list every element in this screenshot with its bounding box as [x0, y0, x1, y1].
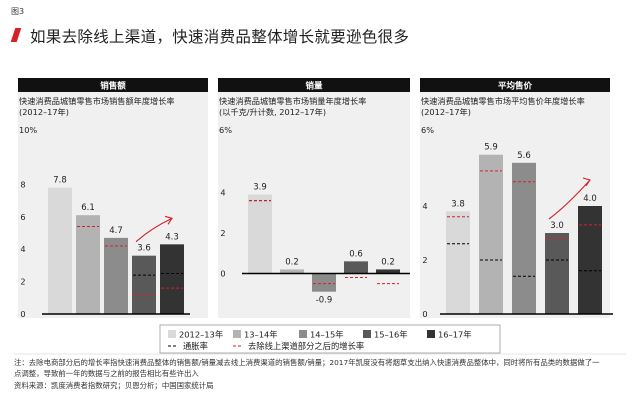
- y-tick-label: 8: [20, 179, 25, 189]
- panel-header-band: [218, 78, 410, 92]
- bar: [578, 206, 602, 314]
- y-tick-label: 2: [20, 277, 25, 287]
- bar: [446, 211, 470, 314]
- y-unit-label: 6%: [219, 125, 232, 135]
- bar: [479, 154, 503, 314]
- note-line-1: 注：去除电商部分后的增长率指快速消费品整体的销售额/销量减去线上消费渠道的销售额…: [14, 358, 600, 367]
- legend-offline-label: 去除线上渠道部分之后的增长率: [248, 341, 364, 351]
- y-tick-label: 4: [220, 188, 225, 198]
- legend-inflation-label: 通胀率: [183, 341, 208, 351]
- panel-title: 快速消费品城镇零售市场平均售价年度增长率: [421, 96, 585, 106]
- y-unit-label: 10%: [19, 125, 37, 135]
- bar: [104, 237, 128, 314]
- bar: [545, 233, 569, 314]
- trend-arrow-head: [582, 177, 591, 187]
- y-tick-label: 4: [422, 201, 427, 211]
- panel-header-band: [18, 78, 208, 92]
- y-tick-label: 0: [422, 309, 427, 319]
- bar: [132, 255, 156, 314]
- panel-title: 快速消费品城镇零售市场销售额年度增长率: [19, 96, 175, 106]
- data-label: 3.9: [253, 183, 267, 193]
- trend-arrow: [548, 179, 591, 220]
- bar: [312, 273, 336, 292]
- y-unit-label: 6%: [421, 125, 434, 135]
- panel-subtitle: (2012–17年): [19, 107, 69, 117]
- data-label: 0.2: [381, 257, 395, 267]
- y-tick-label: 0: [20, 309, 25, 319]
- panel-subtitle: (以千克/升计数, 2012–17年): [219, 107, 326, 117]
- bar: [160, 244, 184, 314]
- panel-subtitle: (2012–17年): [421, 107, 471, 117]
- y-tick-label: 2: [220, 228, 225, 238]
- panel-header: 平均售价: [498, 81, 533, 92]
- y-tick-label: 6: [20, 212, 25, 222]
- bar: [512, 162, 536, 314]
- legend-label: 16–17年: [438, 330, 472, 340]
- legend-swatch: [363, 330, 371, 338]
- data-label: 4.3: [165, 232, 179, 242]
- bar: [48, 187, 72, 314]
- trend-arrow: [135, 217, 173, 243]
- data-label: 0.6: [349, 249, 363, 259]
- panel-header: 销量: [305, 81, 323, 92]
- data-label: -0.9: [316, 296, 333, 306]
- bar: [248, 194, 272, 274]
- bar: [76, 215, 100, 314]
- data-label: 0.2: [285, 257, 299, 267]
- bar: [376, 269, 400, 274]
- y-tick-label: 2: [422, 255, 427, 265]
- panel-header: 销售额: [100, 81, 126, 92]
- legend-label: 14–15年: [310, 330, 344, 340]
- bar: [280, 269, 304, 274]
- data-label: 4.7: [109, 226, 123, 236]
- panel-header-band: [420, 78, 610, 92]
- data-label: 7.8: [53, 176, 67, 186]
- legend-swatch: [233, 330, 241, 338]
- note-line-3: 资料来源：凯度消费者指数研究；贝恩分析；中国国家统计局: [14, 381, 214, 390]
- trend-arrow-head: [164, 215, 173, 225]
- legend-label: 15–16年: [374, 330, 408, 340]
- data-label: 6.1: [81, 203, 95, 213]
- data-label: 4.0: [583, 194, 597, 204]
- data-label: 3.6: [137, 244, 151, 254]
- panel-title: 快速消费品城镇零售市场销量年度增长率: [219, 96, 366, 106]
- legend-label: 2012–13年: [179, 330, 223, 340]
- bar: [344, 261, 368, 274]
- legend-swatch: [299, 330, 307, 338]
- legend-label: 13–14年: [244, 330, 278, 340]
- data-label: 5.9: [484, 143, 498, 153]
- legend-swatch: [168, 330, 176, 338]
- legend-box: [159, 324, 501, 354]
- data-label: 3.0: [550, 221, 564, 231]
- y-tick-label: 4: [20, 244, 25, 254]
- data-label: 5.6: [517, 151, 531, 161]
- data-label: 3.8: [451, 199, 465, 209]
- figure-label: 图3: [11, 7, 25, 16]
- note-line-2: 点调整，导致前一年的数据与之前的报告相比有些许出入: [14, 369, 199, 378]
- legend-swatch: [427, 330, 435, 338]
- y-tick-label: 0: [220, 269, 225, 279]
- page-title: 如果去除线上渠道，快速消费品整体增长就要逊色很多: [30, 28, 410, 46]
